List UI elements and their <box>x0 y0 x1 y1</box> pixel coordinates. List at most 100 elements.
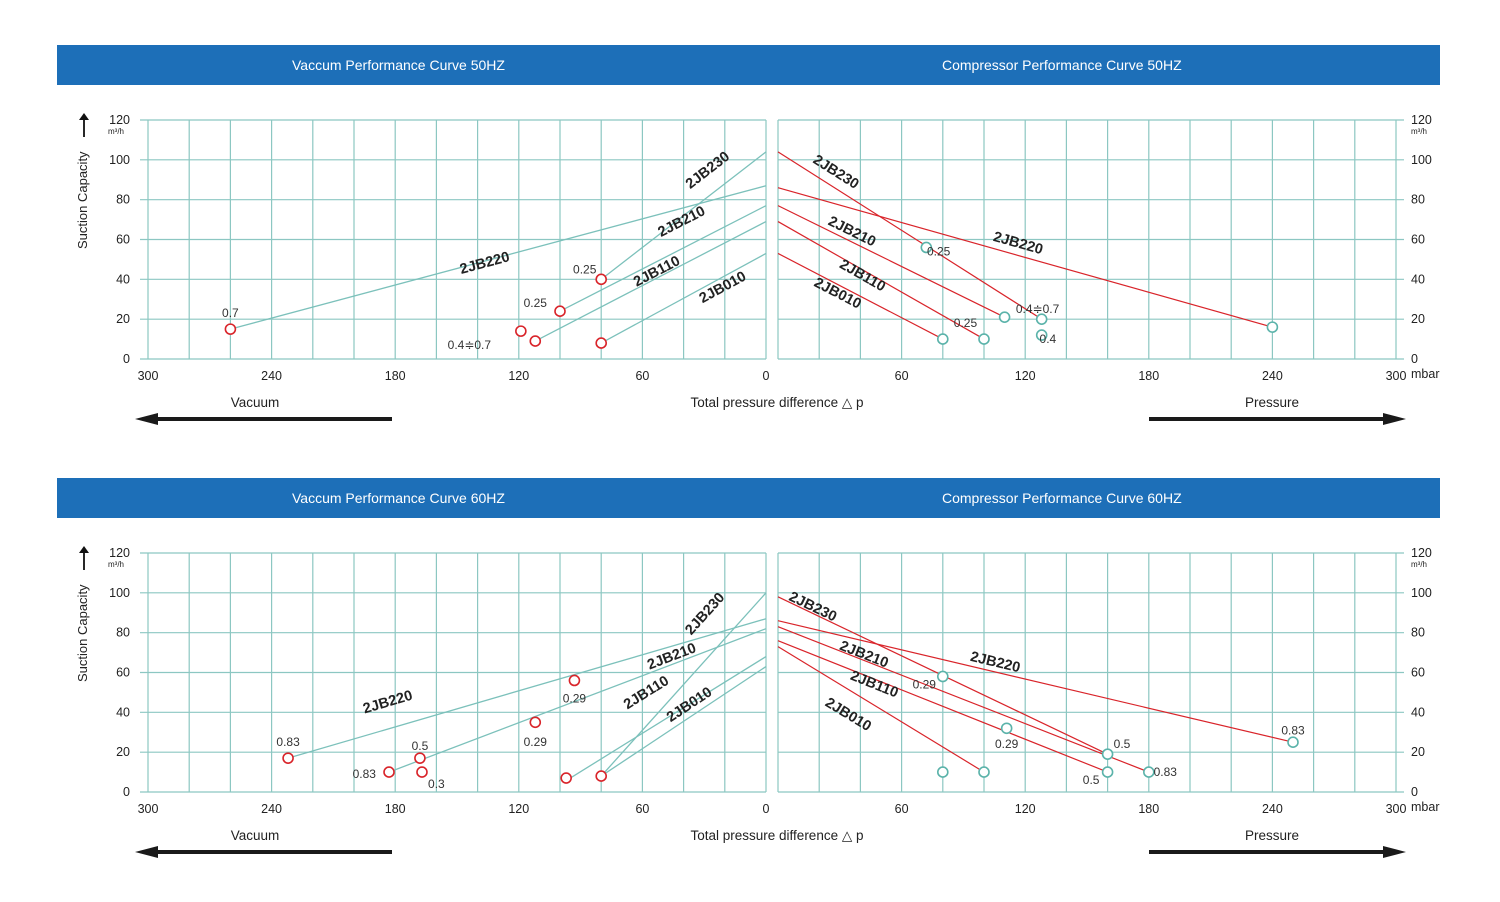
header-bar-50hz: Vaccum Performance Curve 50HZ Compressor… <box>57 45 1440 85</box>
data-point-label: 0.25 <box>954 316 978 330</box>
data-point-label: 0.4≑0.7 <box>448 338 492 352</box>
data-point <box>595 273 608 286</box>
series-line-2jb210 <box>777 205 1005 318</box>
y-tick-label-right: 80 <box>1411 626 1425 640</box>
series-label-2jb210: 2JB210 <box>645 640 698 673</box>
data-point <box>936 333 949 345</box>
vacuum-title-60hz: Vaccum Performance Curve 60HZ <box>292 490 505 506</box>
y-axis-label: Suction Capacity <box>75 151 90 249</box>
series-label-2jb230: 2JB230 <box>786 589 839 625</box>
x-tick-label-vacuum: 120 <box>508 369 529 383</box>
x-tick-label-pressure: 300 <box>1386 802 1407 816</box>
data-point <box>920 241 933 254</box>
x-tick-label-pressure: 300 <box>1386 369 1407 383</box>
y-tick-label-right: 40 <box>1411 705 1425 719</box>
y-tick-label-right: 0 <box>1411 785 1418 799</box>
data-point-label: 0.83 <box>353 767 377 781</box>
data-point <box>998 311 1011 323</box>
y-tick-label-left: 120 <box>109 546 130 560</box>
data-point-label: 0.25 <box>927 244 951 258</box>
data-point-label: 0.29 <box>913 677 937 691</box>
data-point <box>1143 766 1155 778</box>
compressor-title-50hz: Compressor Performance Curve 50HZ <box>942 57 1182 73</box>
data-point-label: 0.83 <box>1281 723 1305 737</box>
y-tick-label-left: 40 <box>116 272 130 286</box>
x-tick-label-vacuum: 60 <box>635 802 649 816</box>
compressor-title-60hz: Compressor Performance Curve 60HZ <box>942 490 1182 506</box>
data-point-label: 0.29 <box>995 737 1019 751</box>
panel-60hz: Vaccum Performance Curve 60HZ Compressor… <box>0 433 1500 865</box>
series-line-2jb220 <box>777 620 1294 743</box>
y-tick-label-left: 80 <box>116 626 130 640</box>
x-tick-label-pressure: 180 <box>1138 369 1159 383</box>
data-point <box>515 325 527 337</box>
data-point <box>414 752 426 764</box>
series-label-2jb220: 2JB220 <box>458 249 511 278</box>
data-point <box>595 770 608 782</box>
data-point <box>529 335 542 347</box>
y-tick-label-right: 80 <box>1411 193 1425 207</box>
series-line-2jb220 <box>777 187 1273 328</box>
data-point <box>383 766 395 778</box>
series-line-2jb110 <box>777 640 1108 773</box>
pressure-arrow-head <box>1383 413 1406 425</box>
y-unit-right: m³/h <box>1411 560 1427 569</box>
y-tick-label-right: 100 <box>1411 586 1432 600</box>
data-point-label: 0.29 <box>563 691 587 705</box>
series-label-2jb110: 2JB110 <box>631 253 683 290</box>
y-tick-label-left: 60 <box>116 233 130 247</box>
pressure-arrow-head <box>1383 846 1406 858</box>
y-tick-label-right: 60 <box>1411 666 1425 680</box>
series-label-2jb230: 2JB230 <box>810 152 861 193</box>
panel-50hz: Vaccum Performance Curve 50HZ Compressor… <box>0 0 1500 432</box>
data-point <box>1287 736 1299 749</box>
series-line-2jb210 <box>388 628 767 773</box>
series-label-2jb210: 2JB210 <box>837 638 890 671</box>
data-point-label: 0.83 <box>276 735 300 749</box>
data-point <box>1035 329 1048 341</box>
x-tick-label-pressure: 180 <box>1138 802 1159 816</box>
y-axis-arrow-head <box>79 113 89 120</box>
series-line-2jb010 <box>600 665 767 777</box>
data-point <box>568 674 581 687</box>
y-tick-label-left: 80 <box>116 193 130 207</box>
data-point <box>224 323 237 335</box>
y-tick-label-right: 20 <box>1411 745 1425 759</box>
series-line-2jb010 <box>777 646 985 773</box>
y-tick-label-left: 20 <box>116 745 130 759</box>
y-tick-label-right: 20 <box>1411 312 1425 326</box>
y-tick-label-right: 0 <box>1411 352 1418 366</box>
series-line-2jb210 <box>559 205 767 312</box>
y-unit-left: m³/h <box>108 560 124 569</box>
y-unit-right: m³/h <box>1411 127 1427 136</box>
data-point <box>560 772 572 784</box>
data-point-label: 0.5 <box>412 739 429 753</box>
series-label-2jb210: 2JB210 <box>826 214 879 251</box>
data-point <box>1035 313 1048 325</box>
data-point-label: 0.29 <box>524 735 548 749</box>
y-tick-label-left: 0 <box>123 785 130 799</box>
vacuum-title-50hz: Vaccum Performance Curve 50HZ <box>292 57 505 73</box>
vacuum-label: Vacuum <box>231 828 280 843</box>
series-label-2jb230: 2JB230 <box>683 149 733 193</box>
x-tick-label-vacuum: 180 <box>385 802 406 816</box>
grid-50hz <box>140 119 1404 360</box>
y-tick-label-right: 60 <box>1411 233 1425 247</box>
x-tick-label-vacuum: 240 <box>261 802 282 816</box>
series-line-2jb230 <box>600 151 767 280</box>
y-axis-arrow-head <box>79 546 89 553</box>
data-point <box>978 766 990 778</box>
x-tick-label-vacuum: 120 <box>508 802 529 816</box>
y-tick-label-left: 20 <box>116 312 130 326</box>
pressure-difference-label: Total pressure difference △ p <box>691 395 864 410</box>
data-point-label: 0.3 <box>428 777 445 791</box>
data-point <box>1000 722 1013 735</box>
data-point <box>595 337 608 349</box>
data-point <box>936 670 949 683</box>
x-tick-label-pressure: 240 <box>1262 802 1283 816</box>
y-unit-left: m³/h <box>108 127 124 136</box>
series-label-2jb010: 2JB010 <box>697 269 749 307</box>
x-tick-label-pressure: 120 <box>1015 802 1036 816</box>
x-tick-label-pressure: 240 <box>1262 369 1283 383</box>
